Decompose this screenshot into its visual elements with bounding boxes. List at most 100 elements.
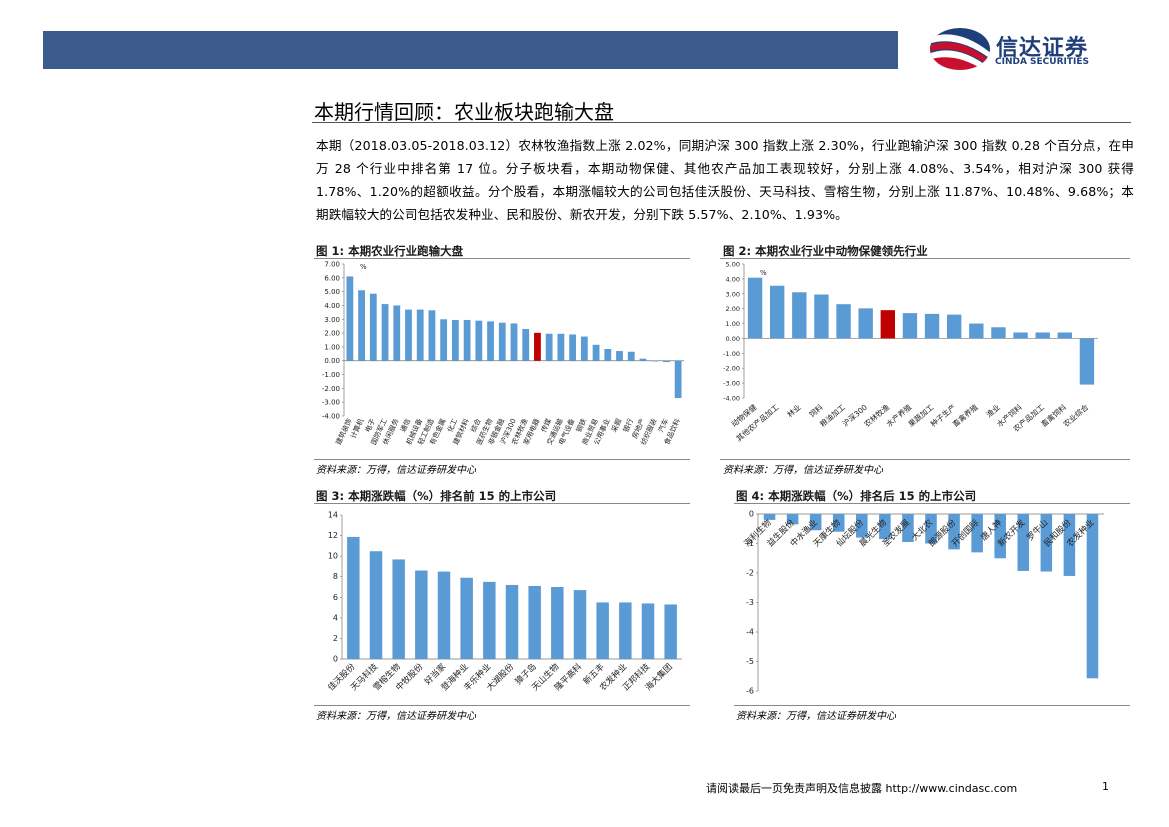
bar [551,587,564,659]
bar [925,514,937,544]
bar [786,514,799,525]
y-tick-label: 1.00 [726,320,740,328]
footer-url[interactable]: http://www.cindasc.com [885,782,1018,795]
bar [437,571,451,659]
bar [674,360,682,399]
figure-3-source: 资料来源：万得，信达证券研发中心 [316,711,476,722]
bar [1013,332,1028,339]
y-tick-label: 12 [328,531,338,540]
bar [392,559,405,659]
bar [946,314,962,339]
footer-disclaimer-text: 请阅读最后一页免责声明及信息披露 [706,782,882,795]
bar [369,293,377,361]
cinda-logo-icon [930,28,990,70]
figure-3-title: 图 3: 本期涨跌幅（%）排名前 15 的上市公司 [316,489,557,503]
figure-4-source: 资料来源：万得，信达证券研发中心 [736,711,896,722]
bar [856,514,868,538]
y-tick-label: -1 [746,539,754,548]
y-tick-label: 7.00 [324,261,340,269]
bar [832,514,845,532]
section-title: 本期行情回顾：农业板块跑输大盘 [314,100,614,124]
header-bar [43,31,898,69]
y-tick-label: 2.00 [324,330,340,338]
bar [393,305,401,361]
bar [463,319,471,361]
bar [1063,514,1076,576]
bar [415,570,428,659]
bar [879,514,891,540]
bar [664,604,677,659]
bar [405,309,412,361]
bar [416,309,424,361]
category-label: 渔业 [984,402,1002,420]
bar [902,514,914,543]
category-label: 饲料 [807,402,825,420]
bar [969,323,984,339]
bar [651,360,659,362]
figure-1-bottom-rule [314,459,690,460]
y-tick-label: -2 [746,569,754,578]
bar [573,590,587,659]
bar [440,319,448,361]
bar [991,327,1006,339]
bar [880,310,896,339]
bar [528,585,541,659]
bar [451,319,459,361]
figure-4-title: 图 4: 本期涨跌幅（%）排名后 15 的上市公司 [736,489,977,503]
brand-name-en: CINDA SECURITIES [995,57,1089,67]
bar [483,581,496,659]
figure-1-title: 图 1: 本期农业行业跑输大盘 [316,244,464,258]
y-tick-label: 6 [333,593,338,602]
y-tick-label: -1.00 [723,350,740,358]
category-label: 农业综合 [1061,402,1091,429]
y-tick-label: 14 [328,511,338,520]
figure-3-top-rule [314,503,690,504]
figure-2-top-rule [720,258,1130,259]
title-divider [312,122,1131,123]
bar [792,292,807,339]
bar [534,332,541,361]
bar [498,322,506,361]
bar [569,334,577,361]
bar [460,577,473,659]
bar [858,308,873,339]
bar [428,310,436,361]
bar [1017,514,1030,571]
figure-4-chart: 0-1-2-3-4-5-6海利生物益生股份中水渔业天康生物仙坛股份晨光生物圣农发… [742,510,1104,696]
y-tick-label: 3.00 [726,290,740,298]
page-number: 1 [1102,780,1109,793]
y-tick-label: -4 [746,628,754,637]
y-tick-label: -5 [746,657,754,666]
y-tick-label: 3.00 [324,316,340,324]
y-tick-label: 1.00 [324,343,340,351]
figure-1-top-rule [314,258,690,259]
bar [616,351,623,361]
y-tick-label: -1.00 [322,371,340,379]
bar [1079,338,1095,385]
bar [627,351,635,361]
bar [510,323,518,361]
figure-1-source: 资料来源：万得，信达证券研发中心 [316,465,476,476]
bar [580,336,588,361]
bar [924,313,940,339]
unit-label: % [360,263,367,271]
bar [369,551,383,659]
y-tick-label: 2 [333,634,338,643]
y-tick-label: -2.00 [322,385,340,393]
bar [1035,332,1050,339]
bar [1040,514,1053,572]
brand-name-cn: 信达证券 [996,36,1089,61]
bar [522,328,530,361]
bar [505,584,519,659]
bar [592,344,600,361]
bar [763,514,776,520]
bar [604,348,612,361]
bar [381,304,389,361]
y-tick-label: -4.00 [723,395,740,403]
bar [902,313,918,339]
summary-paragraph: 本期（2018.03.05-2018.03.12）农林牧渔指数上涨 2.02%，… [316,138,1134,222]
figure-4-bottom-rule [734,705,1130,706]
figure-3-bottom-rule [314,705,690,706]
bar [596,602,609,659]
bar [836,304,851,339]
